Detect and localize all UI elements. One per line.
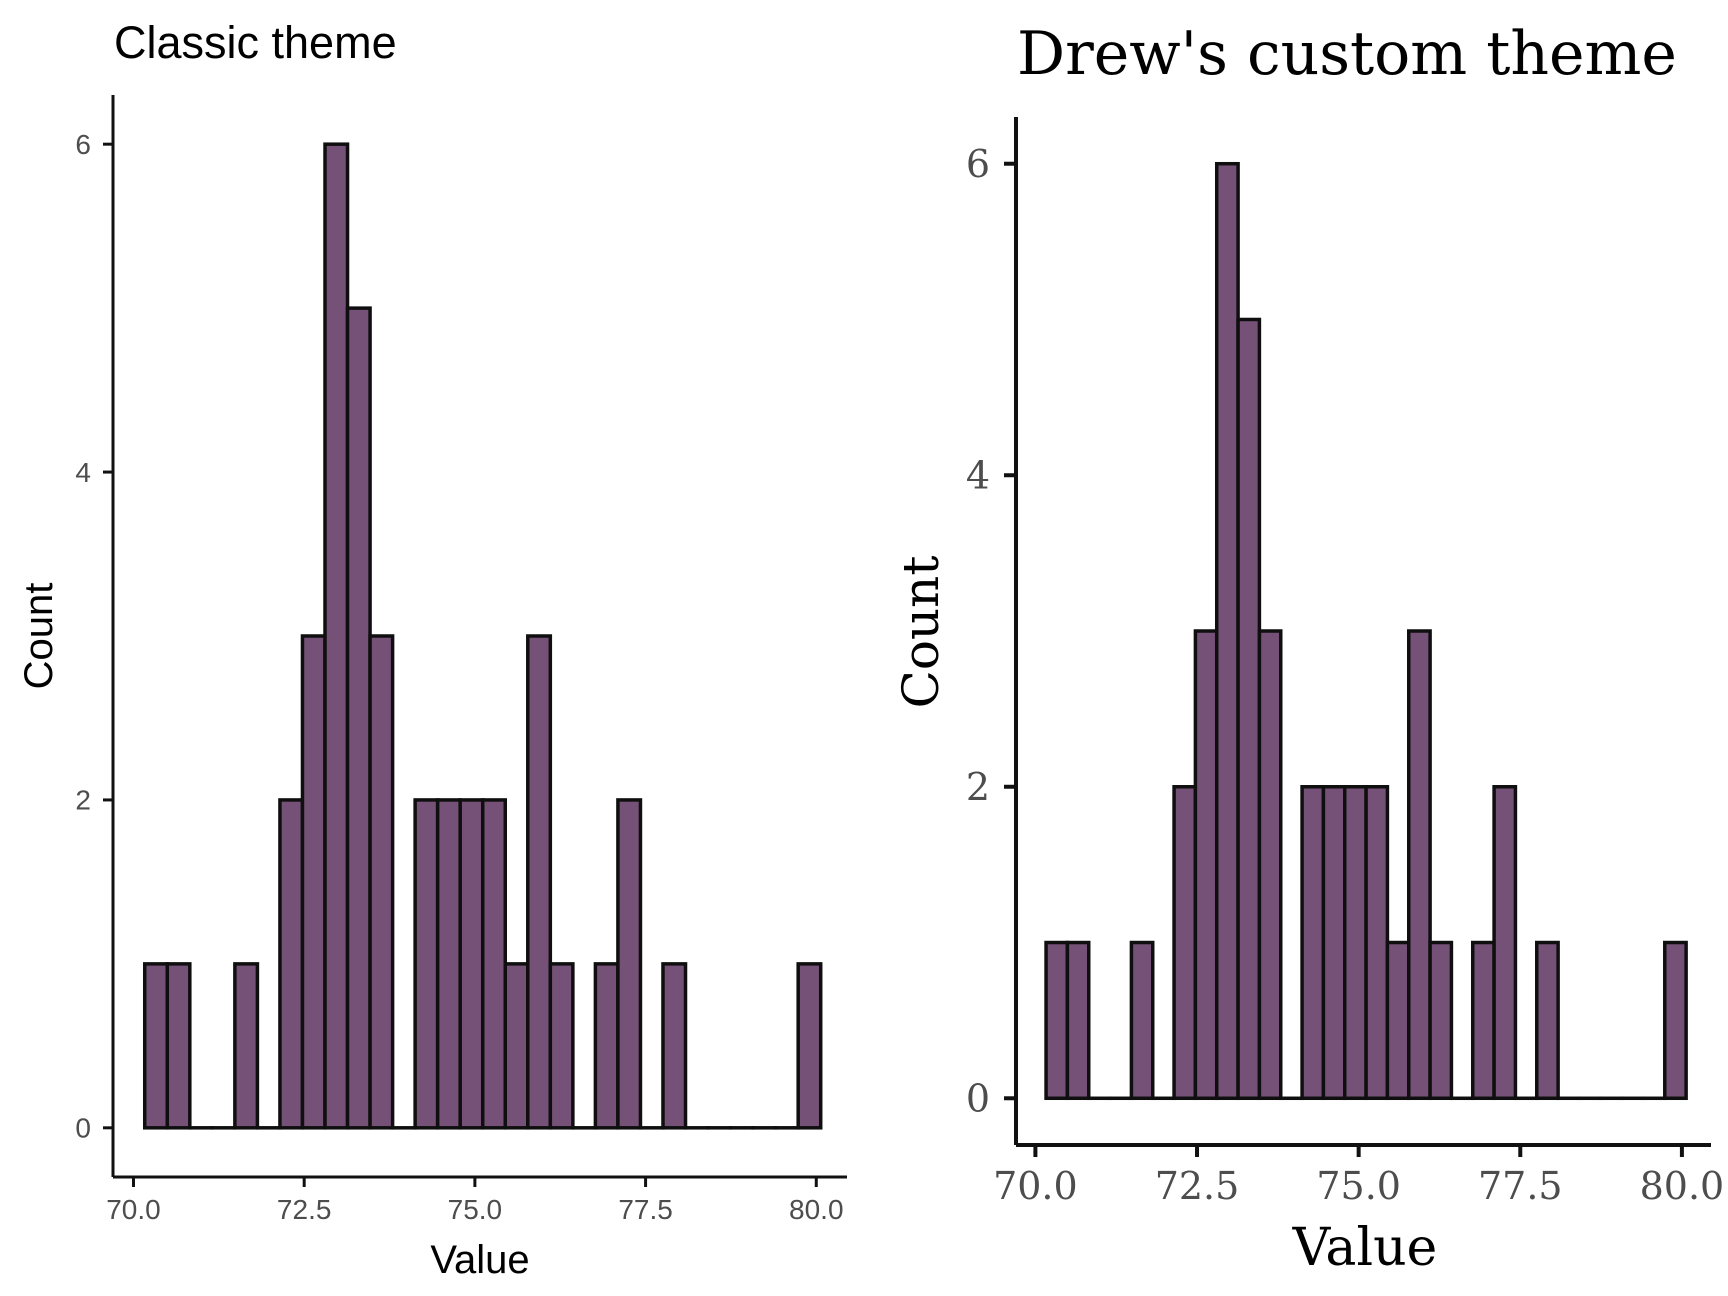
y-axis-label: Count <box>17 583 61 690</box>
histogram-bar <box>1471 940 1496 1101</box>
histogram-bar <box>1385 940 1411 1101</box>
histogram-bar <box>1364 785 1390 1101</box>
x-tick-label: 80.0 <box>789 1194 844 1225</box>
x-tick-label: 72.5 <box>1155 1164 1240 1208</box>
x-tick-label: 70.0 <box>106 1194 161 1225</box>
y-tick-label: 4 <box>75 457 91 488</box>
y-tick-label: 0 <box>75 1113 91 1144</box>
histogram-bar <box>526 634 553 1130</box>
histogram-bar <box>593 962 620 1130</box>
x-axis-label: Value <box>1292 1218 1438 1278</box>
x-tick-label: 70.0 <box>993 1164 1078 1208</box>
histogram-bar <box>1257 629 1283 1101</box>
histogram-bar <box>1214 161 1240 1101</box>
y-tick-label: 0 <box>966 1077 990 1121</box>
x-tick-label: 80.0 <box>1640 1164 1725 1208</box>
histogram-bar <box>796 962 823 1130</box>
histogram-bar <box>1044 940 1070 1101</box>
x-ticks: 70.0 72.5 75.0 77.5 80.0 <box>993 1145 1724 1208</box>
histogram-bar <box>458 798 485 1130</box>
y-tick-label: 6 <box>966 142 990 186</box>
x-tick-label: 72.5 <box>277 1194 332 1225</box>
histogram-bar <box>1428 940 1454 1101</box>
histogram-bar <box>548 962 575 1130</box>
custom-theme-panel: Drew's custom theme 0 2 4 6 70.0 72.5 75.0 77.… <box>892 19 1724 1278</box>
histogram-bar <box>1321 785 1347 1101</box>
chart-title: Classic theme <box>114 17 397 68</box>
y-axis-label: Count <box>892 556 950 709</box>
chart-title: Drew's custom theme <box>1017 19 1677 89</box>
histogram-bar <box>1492 785 1518 1101</box>
histogram-bars <box>1044 161 1688 1101</box>
y-tick-label: 4 <box>966 454 990 498</box>
histogram-bar <box>1407 629 1432 1101</box>
histogram-bar <box>616 798 643 1130</box>
histogram-bar <box>142 962 170 1130</box>
histogram-bar <box>345 306 372 1130</box>
histogram-bar <box>323 142 350 1130</box>
histogram-bar <box>165 962 192 1130</box>
histogram-bar <box>1663 940 1688 1101</box>
histogram-bar <box>1300 785 1326 1101</box>
y-ticks: 0 2 4 6 <box>75 129 113 1144</box>
x-tick-label: 75.0 <box>1316 1164 1401 1208</box>
x-ticks: 70.0 72.5 75.0 77.5 80.0 <box>106 1177 844 1225</box>
histogram-bar <box>1236 317 1262 1101</box>
y-tick-label: 2 <box>966 765 990 809</box>
histogram-bar <box>435 798 462 1130</box>
histogram-bar <box>661 962 688 1130</box>
x-tick-label: 75.0 <box>448 1194 503 1225</box>
histogram-bar <box>413 798 440 1130</box>
histogram-bar <box>278 798 305 1130</box>
histogram-bar <box>1172 785 1198 1101</box>
histogram-bar <box>503 962 530 1130</box>
x-tick-label: 77.5 <box>618 1194 673 1225</box>
y-ticks: 0 2 4 6 <box>966 142 1016 1121</box>
histogram-bar <box>1343 785 1368 1101</box>
histogram-bar <box>1193 629 1219 1101</box>
y-tick-label: 6 <box>75 129 91 160</box>
x-tick-label: 77.5 <box>1478 1164 1563 1208</box>
y-tick-label: 2 <box>75 785 91 816</box>
histogram-bar <box>300 634 327 1130</box>
histogram-bar <box>1535 940 1560 1101</box>
histogram-bar <box>233 962 260 1130</box>
histogram-bar <box>1129 940 1155 1101</box>
histogram-bar <box>368 634 395 1130</box>
x-axis-label: Value <box>430 1238 529 1282</box>
histogram-bars <box>142 142 823 1130</box>
histogram-bar <box>1065 940 1091 1101</box>
histogram-bar <box>480 798 508 1130</box>
